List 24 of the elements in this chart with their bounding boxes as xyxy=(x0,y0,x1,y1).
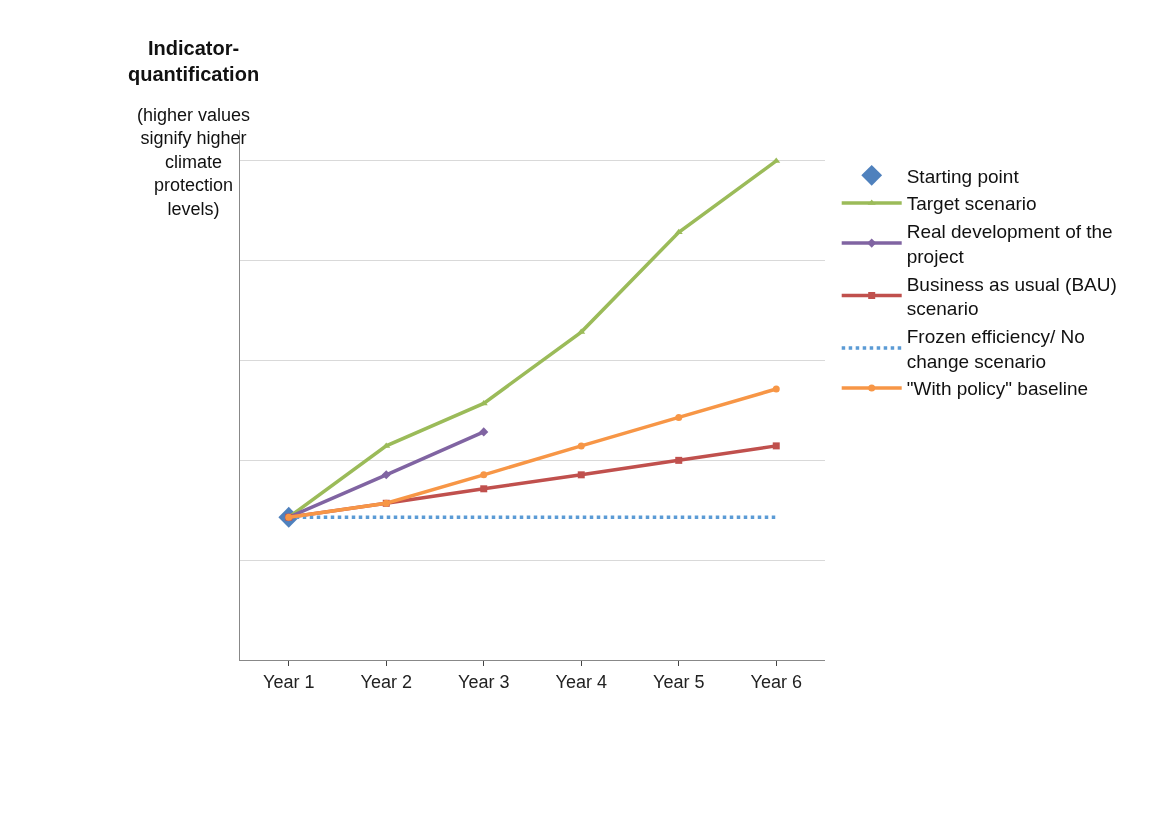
x-tick-label: Year 5 xyxy=(653,671,705,692)
annotation: (higher values signify higher climate protection levels) xyxy=(137,105,251,219)
point xyxy=(381,470,391,480)
x-tick-label: Year 1 xyxy=(263,671,315,692)
x-tick-label: Year 6 xyxy=(750,671,802,692)
point xyxy=(479,427,489,437)
point xyxy=(675,413,683,421)
x-tick-label: Year 2 xyxy=(360,671,412,692)
x-tick-label: Year 3 xyxy=(458,671,510,692)
point xyxy=(772,385,780,393)
x-tick-label: Year 4 xyxy=(555,671,607,692)
legend-label: Frozen efficiency/ No change scenario xyxy=(906,325,1085,372)
legend-label: Real development of the project xyxy=(906,221,1113,267)
point xyxy=(675,456,683,464)
point xyxy=(480,471,488,479)
point xyxy=(480,485,488,493)
y-axis-title: Indicator-quantification xyxy=(128,37,260,85)
legend-label: Target scenario xyxy=(906,193,1037,215)
legend-label: "With policy" baseline xyxy=(906,378,1089,400)
point xyxy=(577,471,585,479)
point xyxy=(772,442,780,450)
legend-label: Starting point xyxy=(906,165,1020,187)
legend-label: Business as usual (BAU) scenario xyxy=(906,273,1117,320)
point xyxy=(577,442,585,450)
